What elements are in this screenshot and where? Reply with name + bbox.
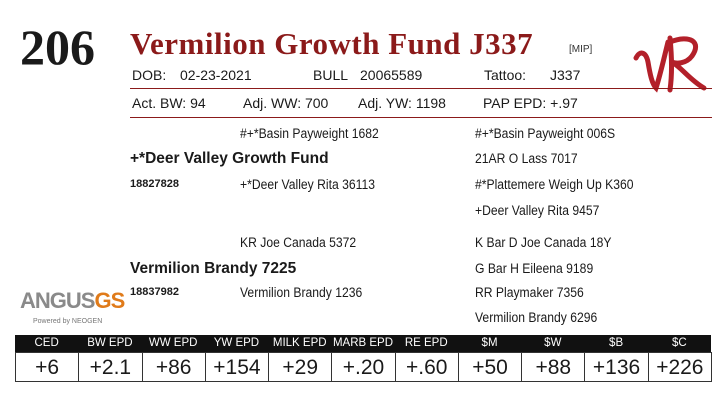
grandparent: #*Plattemere Weigh Up K360 — [475, 177, 634, 192]
epd-header: $M — [457, 335, 522, 352]
dob: 02-23-2021 — [180, 67, 252, 83]
epd-header: MARB EPD — [331, 335, 395, 352]
sire-registration: 18827828 — [130, 178, 179, 190]
epd-header: RE EPD — [394, 335, 458, 352]
epd-value: +2.1 — [78, 352, 143, 382]
epd-header: $C — [647, 335, 711, 352]
epd-header: YW EPD — [204, 335, 269, 352]
dam-sire: KR Joe Canada 5372 — [240, 235, 357, 250]
registration: 20065589 — [360, 67, 423, 83]
grandparent: #+*Basin Payweight 006S — [475, 126, 616, 141]
epd-value: +.60 — [394, 352, 459, 382]
sire-sire: #+*Basin Payweight 1682 — [240, 126, 379, 141]
dam-dam: Vermilion Brandy 1236 — [240, 285, 363, 300]
epd-value: +86 — [141, 352, 206, 382]
sire-dam: +*Deer Valley Rita 36113 — [240, 177, 375, 192]
angus-logo: ANGUSGS — [20, 288, 125, 313]
tag: [MIP] — [569, 44, 593, 55]
epd-value: +.20 — [331, 352, 396, 382]
epd-value: +154 — [204, 352, 270, 382]
epd-header: $W — [521, 335, 585, 352]
performance: Adj. YW: 1198 — [358, 95, 446, 111]
tattoo-label: Tattoo: — [484, 67, 527, 83]
epd-value: +88 — [521, 352, 586, 382]
rule — [130, 117, 712, 118]
epd-value: +226 — [647, 352, 712, 382]
grandparent: G Bar H Eileena 9189 — [475, 261, 594, 276]
sex: BULL — [313, 67, 349, 83]
grandparent: Vermilion Brandy 6296 — [475, 310, 598, 325]
dob-label: DOB: — [132, 67, 167, 83]
epd-header: BW EPD — [78, 335, 142, 352]
performance: Act. BW: 94 — [132, 95, 206, 111]
logo-powered: Powered by NEOGEN — [33, 318, 103, 325]
brand-logo — [633, 35, 707, 93]
grandparent: RR Playmaker 7356 — [475, 285, 584, 300]
logo-suffix: GS — [94, 288, 125, 313]
grandparent: K Bar D Joe Canada 18Y — [475, 235, 612, 250]
grandparent: +Deer Valley Rita 9457 — [475, 203, 600, 218]
dam: Vermilion Brandy 7225 — [130, 260, 297, 277]
epd-value: +136 — [584, 352, 649, 382]
epd-header: CED — [15, 335, 79, 352]
epd-value: +50 — [457, 352, 523, 382]
rule — [130, 88, 712, 89]
dam-registration: 18837982 — [130, 286, 179, 298]
logo-brand: ANGUS — [20, 288, 95, 313]
performance: Adj. WW: 700 — [243, 95, 329, 111]
epd-header: MILK EPD — [268, 335, 332, 352]
performance: PAP EPD: +.97 — [483, 95, 578, 111]
epd-header: $B — [584, 335, 648, 352]
epd-value: +29 — [268, 352, 333, 382]
epd-value: +6 — [15, 352, 80, 382]
grandparent: 21AR O Lass 7017 — [475, 151, 578, 166]
sire: +*Deer Valley Growth Fund — [130, 150, 329, 167]
lot-number: 206 — [20, 19, 95, 75]
epd-header: WW EPD — [141, 335, 205, 352]
animal-name: Vermilion Growth Fund J337 — [130, 26, 534, 61]
tattoo: J337 — [550, 67, 581, 83]
